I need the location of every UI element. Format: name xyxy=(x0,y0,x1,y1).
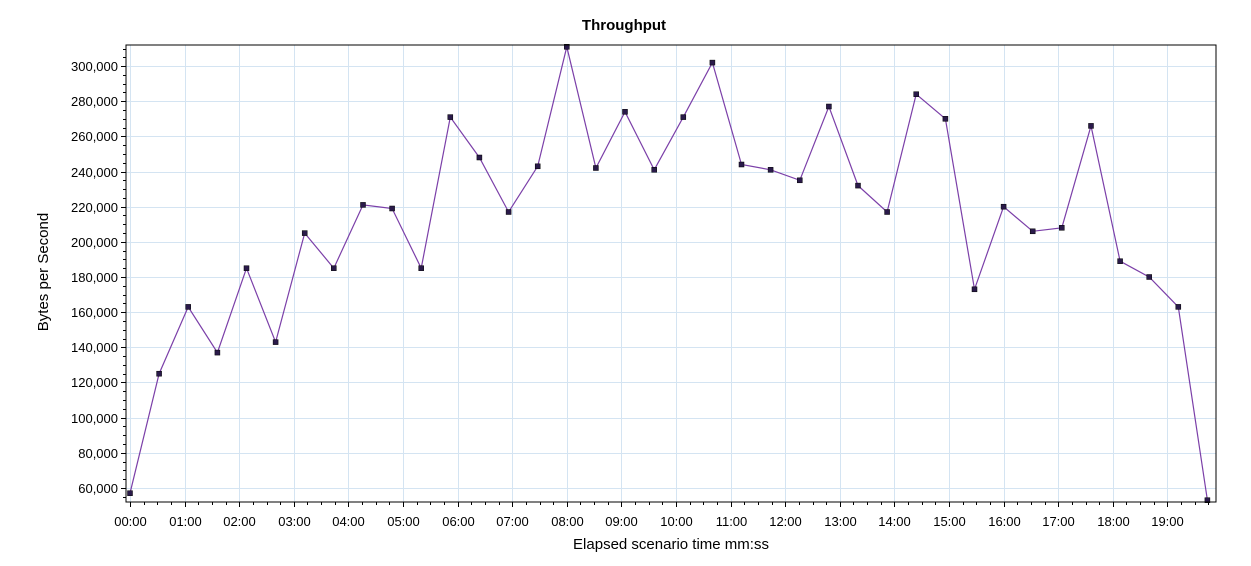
x-tick-label: 02:00 xyxy=(223,514,256,529)
data-point xyxy=(622,109,628,115)
data-point xyxy=(447,114,454,120)
data-point xyxy=(1175,304,1182,310)
x-axis: 00:00 01:00 02:00 03:00 04:00 05:00 06:00 07:00… xyxy=(114,502,1209,529)
x-tick-label: 12:00 xyxy=(769,514,802,529)
data-point xyxy=(709,59,716,66)
x-tick-label: 14:00 xyxy=(878,514,911,529)
data-point xyxy=(1029,228,1036,235)
data-point xyxy=(1146,274,1152,280)
x-tick-label: 06:00 xyxy=(442,514,475,529)
data-point xyxy=(1204,497,1211,503)
y-tick-label: 160,000 xyxy=(71,305,118,320)
x-tick-label: 04:00 xyxy=(332,514,365,529)
y-tick-label: 300,000 xyxy=(71,59,118,74)
x-axis-title: Elapsed scenario time mm:ss xyxy=(573,536,769,553)
data-point xyxy=(1088,123,1094,129)
y-tick-label: 100,000 xyxy=(71,411,118,426)
y-tick-label: 140,000 xyxy=(71,340,118,355)
plot-area xyxy=(126,45,1216,502)
data-point xyxy=(243,265,250,271)
y-tick-label: 280,000 xyxy=(71,94,118,109)
y-tick-label: 200,000 xyxy=(71,235,118,250)
data-point xyxy=(534,163,541,170)
data-point xyxy=(360,202,366,208)
y-tick-label: 240,000 xyxy=(71,165,118,180)
x-tick-label: 08:00 xyxy=(551,514,584,529)
y-tick-label: 260,000 xyxy=(71,129,118,144)
data-point xyxy=(971,286,978,293)
x-tick-label: 03:00 xyxy=(278,514,311,529)
x-tick-label: 13:00 xyxy=(824,514,857,529)
x-tick-label: 10:00 xyxy=(660,514,693,529)
data-point xyxy=(1059,225,1065,231)
y-tick-label: 220,000 xyxy=(71,200,118,215)
data-point xyxy=(680,114,687,120)
data-point xyxy=(272,339,279,345)
data-point xyxy=(185,304,191,310)
grid-lines xyxy=(126,45,1216,502)
y-axis-title: Bytes per Second xyxy=(35,213,52,331)
data-point xyxy=(593,165,599,171)
x-tick-label: 05:00 xyxy=(387,514,420,529)
data-point xyxy=(767,167,774,173)
data-point xyxy=(1000,203,1007,210)
x-tick-label: 19:00 xyxy=(1151,514,1184,529)
y-tick-label: 120,000 xyxy=(71,375,118,390)
data-point xyxy=(855,182,861,189)
data-point xyxy=(418,265,424,271)
data-point xyxy=(127,490,133,496)
x-tick-label: 17:00 xyxy=(1042,514,1075,529)
y-tick-label: 80,000 xyxy=(78,446,118,461)
data-point xyxy=(651,167,657,173)
data-point xyxy=(797,177,803,184)
y-axis: 60,000 80,000 100,000 120,000 140,000 160,000… xyxy=(71,49,126,498)
data-point xyxy=(505,209,512,215)
x-tick-label: 15:00 xyxy=(933,514,966,529)
series-line-group xyxy=(129,46,1208,501)
x-tick-label: 18:00 xyxy=(1097,514,1130,529)
x-tick-label: 00:00 xyxy=(114,514,147,529)
data-point xyxy=(331,265,337,271)
data-point xyxy=(884,209,890,215)
data-point xyxy=(826,103,832,110)
data-point xyxy=(942,116,949,122)
y-tick-label: 60,000 xyxy=(78,481,118,496)
x-tick-label: 01:00 xyxy=(169,514,202,529)
data-point xyxy=(564,44,570,50)
data-point xyxy=(913,91,919,97)
chart-title: Throughput xyxy=(582,17,666,34)
x-tick-label: 07:00 xyxy=(496,514,529,529)
x-tick-label: 09:00 xyxy=(605,514,638,529)
data-point xyxy=(476,154,483,161)
data-point xyxy=(156,370,162,377)
series-line xyxy=(129,46,1208,501)
data-point xyxy=(738,161,745,168)
x-tick-label: 16:00 xyxy=(988,514,1021,529)
data-point xyxy=(301,230,308,236)
data-point xyxy=(389,205,395,212)
x-tick-label: 11:00 xyxy=(716,514,748,529)
y-tick-label: 180,000 xyxy=(71,270,118,285)
data-point xyxy=(1117,258,1123,264)
plot-border xyxy=(125,44,1217,503)
series-points-group xyxy=(127,44,1211,503)
data-point xyxy=(214,349,221,356)
